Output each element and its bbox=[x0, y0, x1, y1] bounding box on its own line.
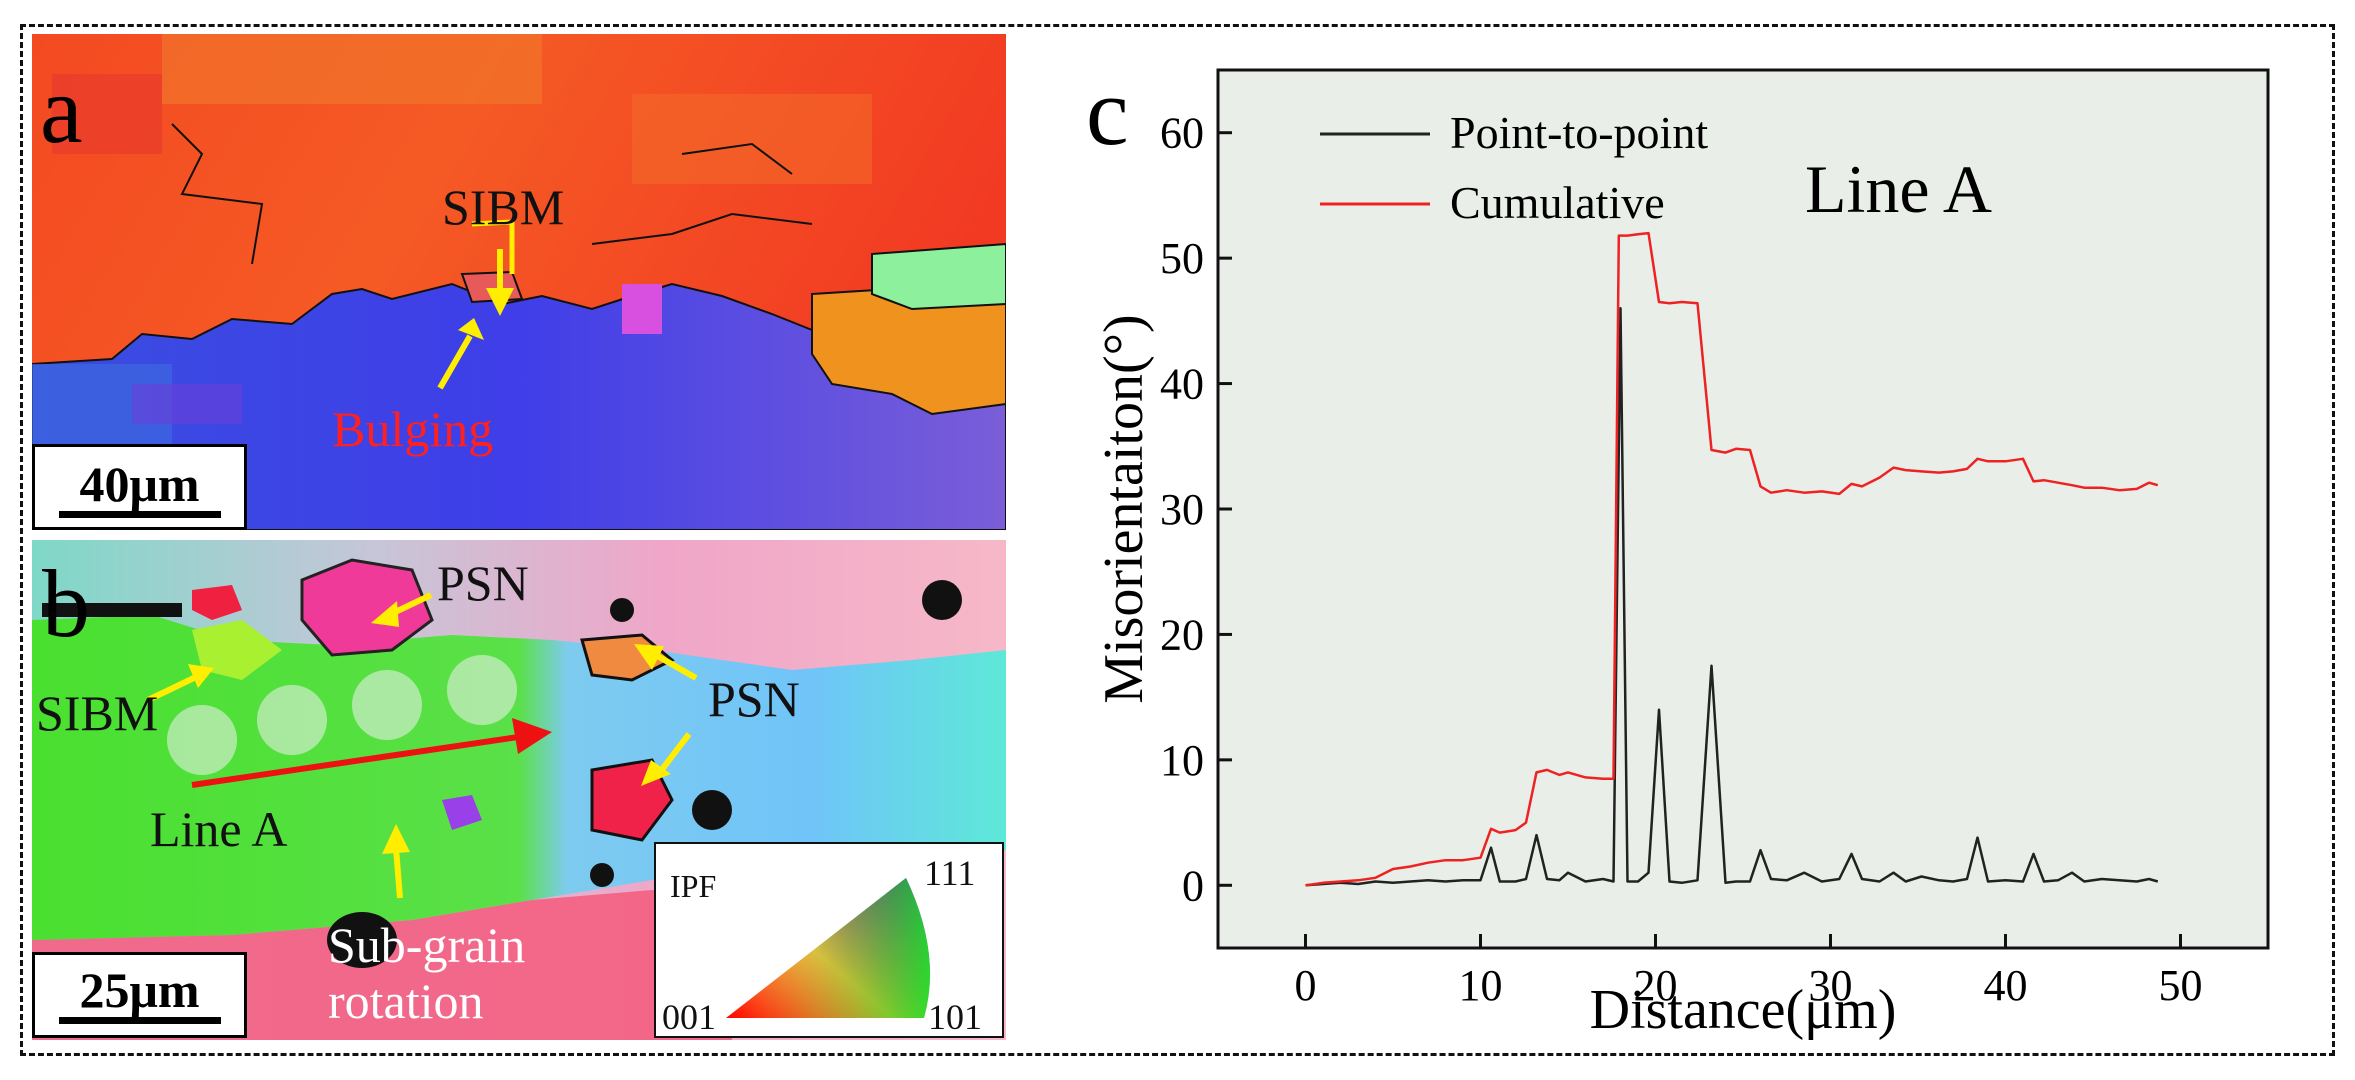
y-tick-label-5: 50 bbox=[1160, 234, 1204, 283]
scale-bar-a-line bbox=[59, 511, 221, 518]
legend-cumulative: Cumulative bbox=[1450, 177, 1665, 228]
scale-bar-b-line bbox=[59, 1017, 221, 1024]
panel-a-letter: a bbox=[40, 56, 83, 163]
y-tick-label-0: 0 bbox=[1182, 861, 1204, 910]
scale-bar-a: 40μm bbox=[32, 444, 247, 530]
ipf-title: IPF bbox=[670, 868, 717, 904]
y-tick-label-1: 10 bbox=[1160, 736, 1204, 785]
sibm-arrow-b-icon bbox=[146, 664, 214, 703]
sibm-label-b: SIBM bbox=[36, 685, 159, 741]
y-tick-label-3: 30 bbox=[1160, 485, 1204, 534]
scale-bar-b-text: 25μm bbox=[79, 962, 200, 1018]
ipf-111-label: 111 bbox=[924, 853, 976, 893]
legend-point-to-point: Point-to-point bbox=[1450, 107, 1708, 158]
line-a-label: Line A bbox=[150, 801, 288, 857]
bulging-arrow-icon bbox=[437, 318, 484, 390]
scale-bar-b: 25μm bbox=[32, 952, 247, 1038]
y-tick-label-4: 40 bbox=[1160, 360, 1204, 409]
ipf-101-label: 101 bbox=[928, 997, 982, 1037]
plot-area bbox=[1216, 68, 2270, 950]
ipf-001-label: 001 bbox=[662, 997, 716, 1037]
figure-border bbox=[20, 24, 2335, 1056]
panel-a-ebsd-map: a SIBM Bulging 40μm bbox=[32, 34, 1006, 530]
x-tick-label-0: 0 bbox=[1295, 961, 1317, 1010]
sub-grain-label-2: rotation bbox=[328, 973, 484, 1029]
y-tick-label-2: 20 bbox=[1160, 610, 1204, 659]
line-a-annotation: Line A bbox=[1805, 151, 1992, 227]
x-axis-label: Distance(μm) bbox=[1590, 979, 1897, 1041]
sibm-arrow-icon bbox=[486, 249, 514, 316]
panel-b-letter: b bbox=[42, 550, 90, 657]
psn-top-arrow-icon bbox=[371, 592, 433, 627]
ipf-legend: IPF 111 001 101 bbox=[654, 842, 1004, 1038]
x-tick-label-5: 50 bbox=[2159, 961, 2203, 1010]
ipf-triangle bbox=[726, 878, 930, 1018]
x-tick-label-2: 20 bbox=[1634, 961, 1678, 1010]
sibm-label-a: SIBM bbox=[442, 179, 565, 235]
panel-b-ebsd-map: b PSN PSN SIBM Line A Sub-grain rotation… bbox=[32, 540, 1006, 1040]
panel-c-chart: 0 10 20 30 40 50 0 10 20 30 40 50 60 c Line A Point-… bbox=[1010, 34, 2330, 1046]
y-axis-label: Misorientaiton(°) bbox=[1093, 314, 1155, 703]
panel-c-letter: c bbox=[1086, 58, 1129, 165]
psn-top-label: PSN bbox=[437, 555, 529, 611]
sub-grain-arrow-icon bbox=[382, 824, 410, 899]
psn-right-arrow-icon bbox=[634, 644, 698, 681]
misorientation-chart: 0 10 20 30 40 50 0 10 20 30 40 50 60 c Line A Point-… bbox=[1086, 58, 2270, 1041]
psn-right-bottom-arrow-icon bbox=[641, 732, 692, 786]
sub-grain-label-1: Sub-grain bbox=[328, 917, 526, 973]
series-point-to-point bbox=[1305, 307, 2159, 887]
scale-bar-a-text: 40μm bbox=[79, 456, 200, 512]
series-cumulative bbox=[1305, 231, 2159, 887]
x-tick-label-1: 10 bbox=[1459, 961, 1503, 1010]
bulging-label: Bulging bbox=[332, 401, 494, 457]
x-tick-label-4: 40 bbox=[1984, 961, 2028, 1010]
psn-right-label: PSN bbox=[708, 671, 800, 727]
y-tick-label-6: 60 bbox=[1160, 109, 1204, 158]
x-tick-label-3: 30 bbox=[1809, 961, 1853, 1010]
